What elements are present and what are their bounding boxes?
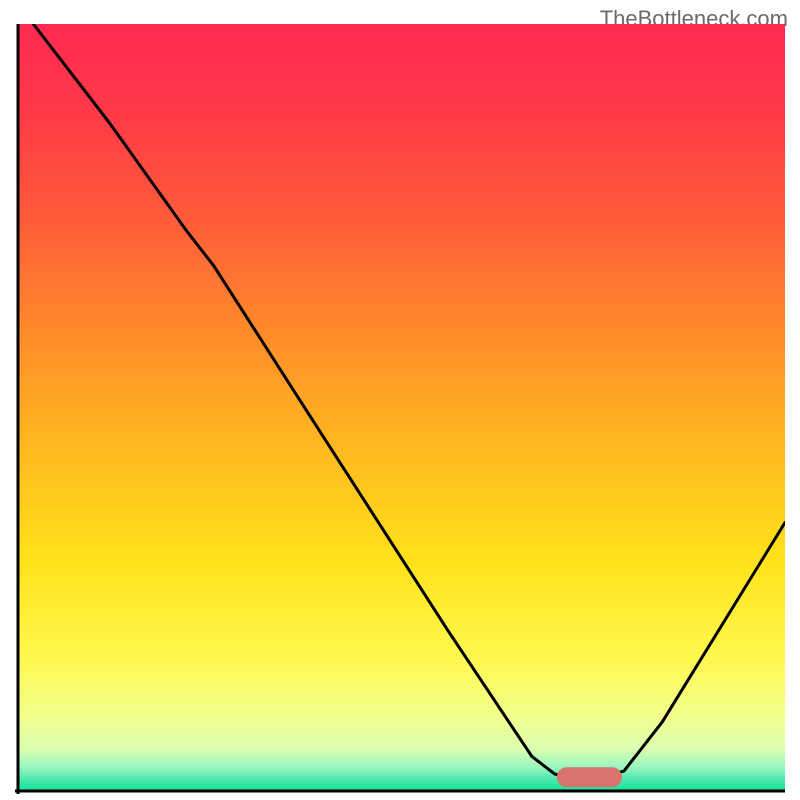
bottleneck-chart [15, 24, 785, 794]
optimal-marker [557, 767, 622, 787]
gradient-fill [18, 24, 785, 791]
chart-svg [15, 24, 785, 794]
